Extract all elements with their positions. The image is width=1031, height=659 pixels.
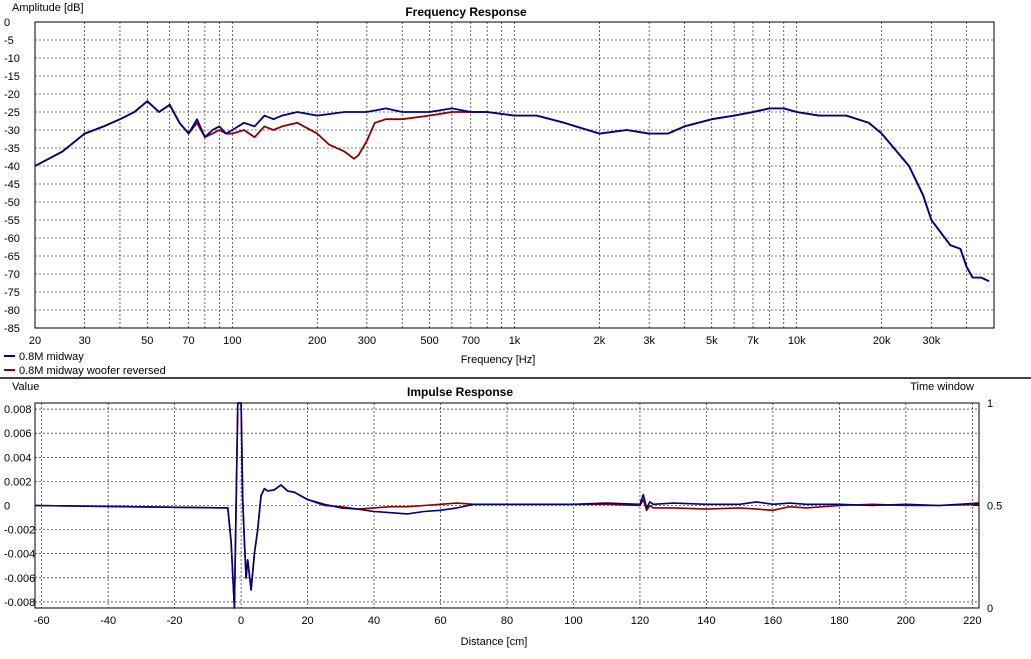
distance-tick-label: -20 <box>167 615 183 627</box>
time-window-tick-labels: 10.50 <box>973 398 1002 615</box>
amplitude-tick-label: -80 <box>4 305 20 317</box>
amplitude-tick-label: -55 <box>4 215 20 227</box>
legend-label-woofer-reversed: 0.8M midway woofer reversed <box>19 365 166 377</box>
frequency-tick-label: 7k <box>747 335 759 347</box>
series-line-midway <box>34 100 990 283</box>
frequency-tick-label: 100 <box>223 335 241 347</box>
distance-tick-label: -60 <box>34 615 50 627</box>
value-tick-label: -0.002 <box>4 525 35 537</box>
frequency-tick-label: 30k <box>923 335 941 347</box>
value-tick-label: 0.006 <box>4 428 32 440</box>
amplitude-tick-label: -15 <box>4 71 20 83</box>
amplitude-tick-label: -5 <box>4 35 14 47</box>
amplitude-tick-label: -85 <box>4 323 20 335</box>
frequency-axis-label: Frequency [Hz] <box>461 354 536 366</box>
frequency-tick-label: 200 <box>308 335 326 347</box>
impulse-series-lines <box>34 402 980 609</box>
legend[interactable]: 0.8M midway 0.8M midway woofer reversed <box>4 351 166 377</box>
impulse-response-title: Impulse Response <box>407 385 513 399</box>
amplitude-axis-label: Amplitude [dB] <box>12 2 84 14</box>
frequency-tick-label: 500 <box>420 335 438 347</box>
frequency-tick-label: 10k <box>788 335 806 347</box>
amplitude-tick-label: 0 <box>4 17 10 29</box>
frequency-tick-label: 20k <box>873 335 891 347</box>
frequency-tick-label: 5k <box>706 335 718 347</box>
frequency-response-title: Frequency Response <box>405 5 527 19</box>
legend-label-midway: 0.8M midway <box>19 351 84 363</box>
impulse-line-midway <box>34 402 980 609</box>
amplitude-tick-label: -20 <box>4 89 20 101</box>
value-tick-label: -0.004 <box>4 549 35 561</box>
frequency-series-lines <box>34 100 990 283</box>
time-window-tick-label: 0.5 <box>987 501 1002 513</box>
frequency-tick-label: 70 <box>182 335 194 347</box>
frequency-tick-label: 1k <box>509 335 521 347</box>
distance-tick-label: 160 <box>764 615 782 627</box>
distance-tick-label: 220 <box>963 615 981 627</box>
distance-tick-labels: -60 -40 -20 0 20 40 60 80 100 120 140 160 180 200 220 <box>34 615 982 627</box>
amplitude-tick-label: -50 <box>4 197 20 209</box>
distance-tick-label: 140 <box>697 615 715 627</box>
distance-tick-label: 0 <box>238 615 244 627</box>
time-window-tick-label: 0 <box>987 603 993 615</box>
distance-tick-label: 200 <box>897 615 915 627</box>
frequency-tick-labels: 20 30 50 70 100 200 300 500 700 1k 2k 3k 5k 7k 10k 20k 3… <box>29 335 941 347</box>
value-tick-label: 0.004 <box>4 452 32 464</box>
frequency-tick-label: 30 <box>79 335 91 347</box>
distance-axis-label: Distance [cm] <box>461 636 528 648</box>
distance-tick-label: 120 <box>631 615 649 627</box>
distance-tick-label: 40 <box>368 615 380 627</box>
amplitude-tick-label: -40 <box>4 161 20 173</box>
impulse-grid <box>35 403 979 608</box>
amplitude-tick-label: -25 <box>4 107 20 119</box>
amplitude-tick-labels: 0 -5 -10 -15 -20 -25 -30 -35 -40 -45 -50 -55 -60 -65 -… <box>4 17 20 335</box>
frequency-tick-label: 50 <box>141 335 153 347</box>
value-tick-labels: 0.008 0.006 0.004 0.002 0 -0.002 -0.004 -0.006 -… <box>4 404 35 609</box>
frequency-response-chart: Frequency Response Amplitude [dB] Freque… <box>4 2 995 377</box>
distance-tick-label: 100 <box>564 615 582 627</box>
impulse-response-chart: Impulse Response Value Time window Dista… <box>4 381 1002 648</box>
value-tick-label: -0.006 <box>4 573 35 585</box>
amplitude-tick-label: -75 <box>4 287 20 299</box>
amplitude-tick-label: -70 <box>4 269 20 281</box>
frequency-tick-label: 300 <box>358 335 376 347</box>
frequency-tick-label: 2k <box>594 335 606 347</box>
distance-tick-label: 80 <box>501 615 513 627</box>
amplitude-tick-label: -10 <box>4 53 20 65</box>
distance-tick-label: 180 <box>830 615 848 627</box>
frequency-tick-label: 700 <box>462 335 480 347</box>
distance-tick-label: 20 <box>301 615 313 627</box>
amplitude-tick-label: -35 <box>4 143 20 155</box>
amplitude-tick-label: -65 <box>4 251 20 263</box>
amplitude-tick-label: -60 <box>4 233 20 245</box>
distance-tick-label: -40 <box>100 615 116 627</box>
series-line-woofer-reversed <box>34 100 990 283</box>
frequency-grid <box>35 22 994 328</box>
distance-tick-label: 60 <box>434 615 446 627</box>
time-window-axis-label: Time window <box>910 381 974 393</box>
value-tick-label: 0.008 <box>4 404 32 416</box>
amplitude-tick-label: -45 <box>4 179 20 191</box>
value-axis-label: Value <box>12 381 39 393</box>
value-tick-label: 0 <box>4 501 10 513</box>
frequency-tick-label: 20 <box>29 335 41 347</box>
value-tick-label: -0.008 <box>4 597 35 609</box>
time-window-tick-label: 1 <box>987 398 993 410</box>
frequency-tick-label: 3k <box>643 335 655 347</box>
impulse-plot-frame <box>34 402 980 609</box>
frequency-plot-frame <box>34 21 995 329</box>
value-tick-label: 0.002 <box>4 476 32 488</box>
amplitude-tick-label: -30 <box>4 125 20 137</box>
